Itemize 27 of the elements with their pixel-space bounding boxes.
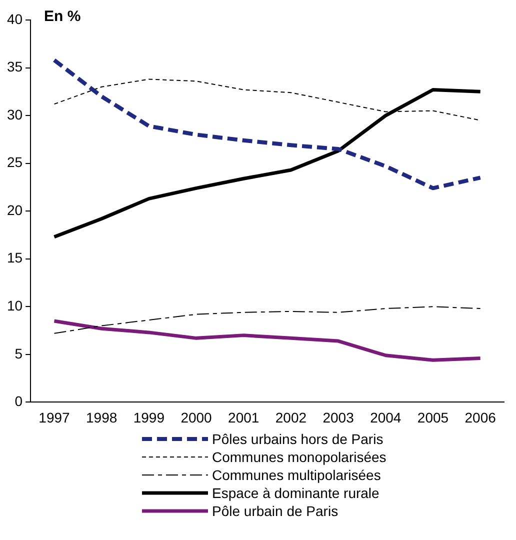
y-tick-label: 40	[6, 10, 23, 27]
x-tick-label: 1997	[38, 409, 70, 426]
legend-label: Communes monopolarisées	[212, 448, 386, 466]
legend-label: Communes multipolarisées	[212, 466, 381, 484]
y-tick-label: 35	[6, 58, 23, 75]
legend-label: Pôles urbains hors de Paris	[212, 430, 384, 448]
line-series	[52, 58, 482, 190]
y-tick-label: 0	[14, 393, 23, 410]
y-tick-label: 10	[6, 298, 23, 314]
x-tick-label: 2001	[228, 409, 260, 426]
y-axis-title: En %	[44, 8, 81, 25]
x-tick-label: 2006	[464, 409, 496, 426]
x-tick-label: 2005	[417, 409, 449, 426]
y-tick-label: 20	[6, 202, 23, 218]
y-tick-label: 15	[6, 250, 23, 266]
legend-label: Espace à dominante rurale	[212, 484, 380, 502]
legend-label: Pôle urbain de Paris	[212, 502, 338, 520]
x-tick-label: 2003	[322, 409, 354, 426]
line-series	[54, 306, 481, 334]
x-tick-label: 2004	[370, 409, 402, 426]
y-tick-label: 30	[6, 106, 23, 122]
x-tick-label: 1999	[133, 409, 165, 426]
y-tick-label: 25	[6, 154, 23, 170]
x-tick-label: 2000	[180, 409, 212, 426]
y-tick-label: 5	[14, 345, 23, 362]
x-tick-label: 1998	[86, 409, 118, 426]
x-tick-label: 2002	[275, 409, 307, 426]
